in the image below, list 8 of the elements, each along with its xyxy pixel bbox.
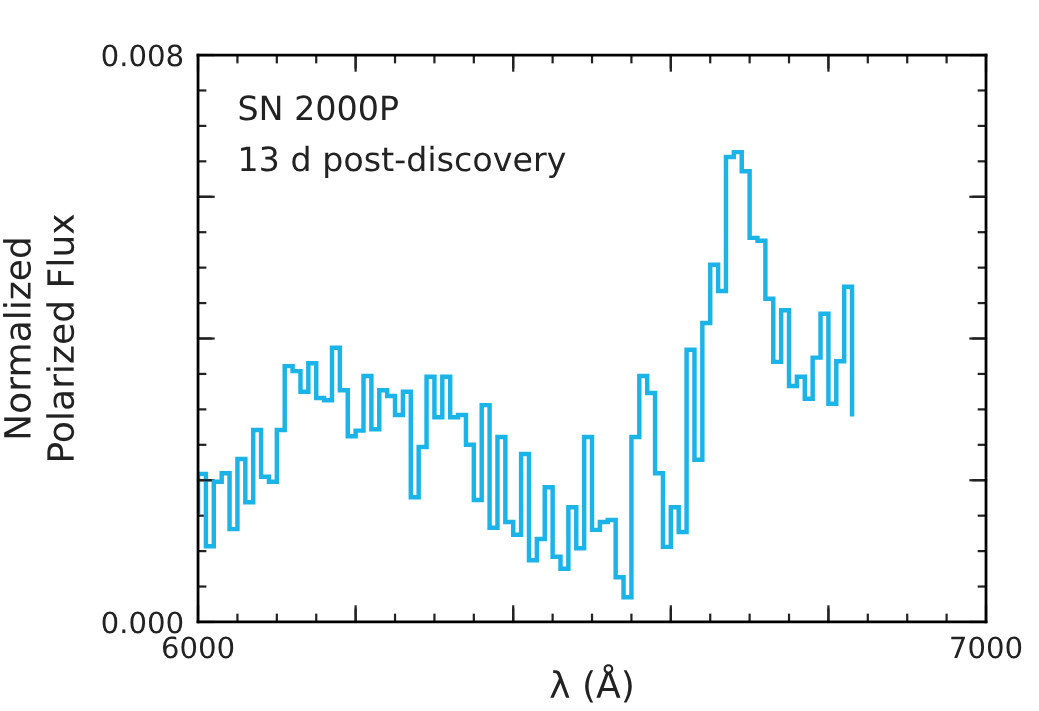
y-axis-title: Normalized Polarized Flux bbox=[3, 214, 75, 461]
x-tick-label: 7000 bbox=[951, 636, 1022, 659]
x-tick-label: 6000 bbox=[162, 636, 234, 659]
y-tick-label: 0.000 bbox=[102, 611, 183, 634]
annotation: 13 d post-discovery bbox=[241, 145, 566, 178]
y-tick-label: 0.008 bbox=[102, 44, 183, 67]
x-axis-title: λ (Å) bbox=[550, 664, 632, 703]
annotation: SN 2000P bbox=[239, 95, 398, 121]
